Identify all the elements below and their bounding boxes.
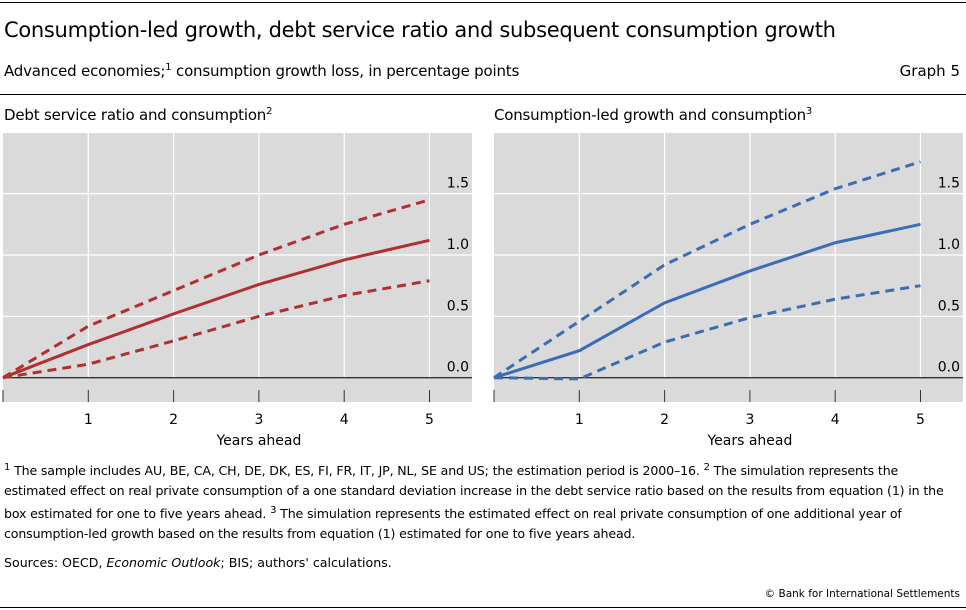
footnote-text: The simulation represents the estimated … <box>4 506 902 542</box>
graph-number: Graph 5 <box>899 62 960 80</box>
footnote-number: 1 <box>4 462 11 473</box>
x-tick-label: 4 <box>340 412 349 428</box>
subtitle-text: consumption growth loss, in percentage p… <box>171 62 520 80</box>
series-line-estimate-0 <box>493 222 921 380</box>
chart-title: Consumption-led growth, debt service rat… <box>4 18 836 42</box>
y-tick-label: 0.5 <box>447 298 469 314</box>
y-tick-label: 0.5 <box>938 298 960 314</box>
footnote-number: 2 <box>703 462 710 473</box>
y-tick-label: 1.5 <box>938 176 960 192</box>
series-line-confidence-band-2 <box>493 284 921 381</box>
x-tick-label: 4 <box>831 412 840 428</box>
series-line-estimate-0 <box>2 238 430 380</box>
plot-area <box>3 133 472 402</box>
sources-text: Sources: OECD, <box>4 555 107 570</box>
series-line-confidence-band-2 <box>2 279 430 380</box>
header-rule <box>0 94 966 95</box>
series-line-confidence-band-1 <box>2 198 430 379</box>
panel-title-right: Consumption-led growth and consumption3 <box>494 106 812 124</box>
x-tick-label: 5 <box>425 412 434 428</box>
sources: Sources: OECD, Economic Outlook; BIS; au… <box>4 555 392 570</box>
copyright: © Bank for International Settlements <box>764 588 960 600</box>
subtitle-text: Advanced economies; <box>4 62 166 80</box>
chart-subtitle: Advanced economies;1 consumption growth … <box>4 62 519 80</box>
panel-title-text: Consumption-led growth and consumption <box>494 106 806 124</box>
x-tick-label: 3 <box>254 412 263 428</box>
footnotes: 1 The sample includes AU, BE, CA, CH, DE… <box>4 458 964 544</box>
y-tick-label: 0.0 <box>447 360 469 376</box>
plot-area <box>494 133 963 402</box>
panel-title-left: Debt service ratio and consumption2 <box>4 106 272 124</box>
footnote-text: The sample includes AU, BE, CA, CH, DE, … <box>10 463 704 479</box>
charts-svg: 0.0 0.5 1.0 1.5 1 2 3 4 5 Years ahead 0.0 0.5 1.0 1.5… <box>2 133 963 449</box>
bottom-rule <box>0 607 966 608</box>
x-tick-label: 3 <box>745 412 754 428</box>
x-tick-label: 1 <box>575 412 584 428</box>
sources-text: ; BIS; authors' calculations. <box>220 555 392 570</box>
y-tick-label: 1.0 <box>938 237 960 253</box>
y-tick-label: 1.5 <box>447 176 469 192</box>
top-rule <box>0 2 966 3</box>
footnote-text: The simulation represents the estimated … <box>4 463 944 522</box>
y-tick-label: 1.0 <box>447 237 469 253</box>
x-tick-label: 5 <box>916 412 925 428</box>
footnote-ref: 1 <box>165 62 172 73</box>
panel-title-text: Debt service ratio and consumption <box>4 106 267 124</box>
footnote-ref: 3 <box>805 106 813 117</box>
x-tick-label: 1 <box>84 412 93 428</box>
sources-italic: Economic Outlook <box>106 555 221 570</box>
x-tick-label: 2 <box>169 412 178 428</box>
series-line-confidence-band-1 <box>493 160 921 379</box>
x-axis-label: Years ahead <box>706 433 792 449</box>
footnote-number: 3 <box>270 505 277 517</box>
x-axis-label: Years ahead <box>215 433 301 449</box>
x-tick-label: 2 <box>660 412 669 428</box>
y-tick-label: 0.0 <box>938 360 960 376</box>
footnote-ref: 2 <box>266 106 273 117</box>
